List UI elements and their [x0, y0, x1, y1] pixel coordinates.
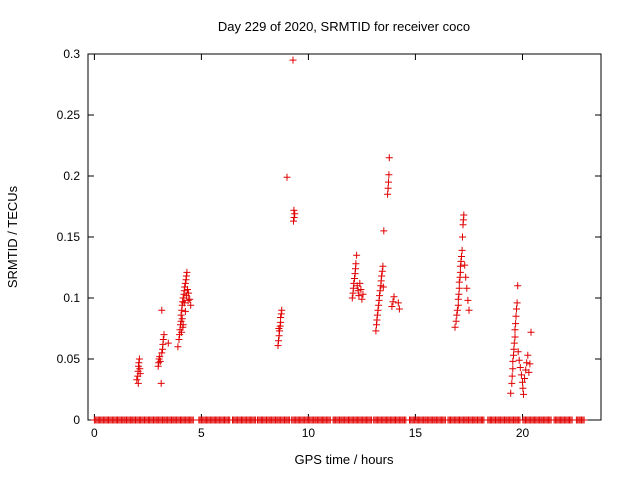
y-tick-label: 0.25: [57, 108, 81, 122]
y-tick-labels: 0 0.05 0.1 0.15 0.2 0.25 0.3: [57, 47, 81, 427]
y-axis-label: SRMTID / TECUs: [5, 185, 20, 288]
zero-band-path: [90, 416, 588, 424]
scatter-points-path: [133, 56, 535, 398]
x-tick-label: 20: [516, 426, 530, 440]
axis-ticks: [88, 53, 601, 421]
zero-value-points: [90, 416, 588, 424]
x-tick-labels: 0 5 10 15 20: [91, 426, 529, 440]
y-tick-label: 0.15: [57, 230, 81, 244]
x-tick-label: 15: [409, 426, 423, 440]
x-tick-label: 10: [302, 426, 316, 440]
chart-title: Day 229 of 2020, SRMTID for receiver coc…: [218, 19, 470, 34]
y-tick-label: 0: [73, 413, 80, 427]
y-tick-label: 0.3: [63, 47, 80, 61]
x-axis-label: GPS time / hours: [295, 452, 394, 467]
x-tick-label: 0: [91, 426, 98, 440]
data-points: [133, 56, 535, 398]
x-tick-label: 5: [198, 426, 205, 440]
plot-border: [87, 53, 602, 421]
y-tick-label: 0.1: [63, 291, 80, 305]
y-tick-label: 0.2: [63, 169, 80, 183]
y-tick-label: 0.05: [57, 352, 81, 366]
